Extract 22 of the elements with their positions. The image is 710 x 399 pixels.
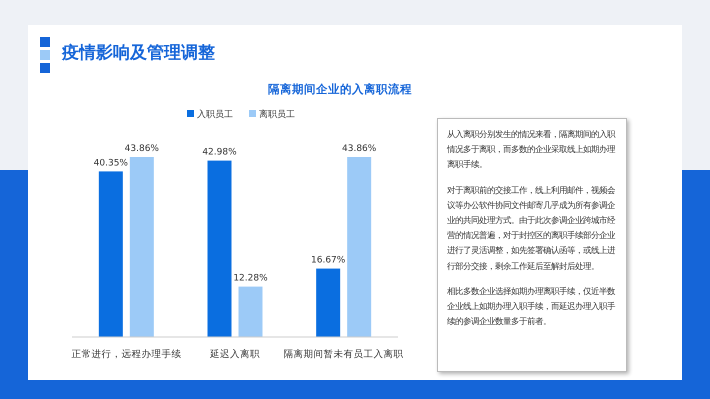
chart-title: 疫情影响及管理调整 bbox=[61, 43, 215, 63]
x-tick-label: 延迟入离职 bbox=[209, 348, 260, 360]
x-tick-label: 正常进行，远程办理手续 bbox=[71, 348, 182, 360]
text: 相比多数企业选择如期办理离职手续，仅近半数企业线上如期办理入职手续，而延迟办理入职手续的参调企业数量多于前者。 bbox=[447, 284, 616, 328]
bar bbox=[130, 157, 154, 337]
chart-subtitle: 隔离期间企业的入离职流程 bbox=[268, 82, 412, 96]
bar bbox=[316, 268, 340, 337]
data-label: 12.28% bbox=[233, 274, 268, 284]
bar bbox=[347, 157, 372, 337]
bar bbox=[238, 286, 262, 337]
data-label: 16.67% bbox=[311, 256, 346, 266]
legend-label: 离职员工 bbox=[259, 109, 295, 120]
data-label: 43.86% bbox=[124, 144, 160, 154]
data-label: 43.86% bbox=[342, 144, 377, 154]
text: 从入离职分别发生的情况来看，隔离期间的入职情况多于离职，而多数的企业采取线上如期办理离职手续。 bbox=[447, 128, 616, 172]
data-label: 42.98% bbox=[202, 148, 238, 158]
bar bbox=[208, 160, 232, 337]
data-label: 40.35% bbox=[94, 158, 128, 168]
text: 对于离职前的交接工作，线上利用邮件，视频会议等办公软件协同文件邮寄几乎成为所有参调企业的共同处理方式。由于此次参调企业跨城市经营的情况普遍，对于封控区的离职手续部分企业进行了灵活调整，如先签署确认函等，或线上进行部分交接，剩余工作延后至解封后处理。 bbox=[447, 184, 616, 273]
legend-label: 入职员工 bbox=[197, 109, 233, 120]
bar bbox=[98, 171, 123, 337]
x-tick-label: 隔离期间暂未有员工入离职 bbox=[284, 348, 404, 360]
